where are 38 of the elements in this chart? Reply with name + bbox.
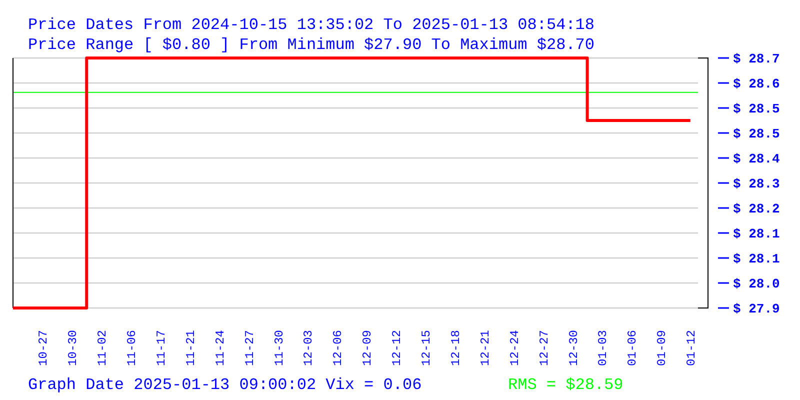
text: Graph Date 2025-01-13 09:00:02 Vix = 0.06 bbox=[28, 376, 422, 394]
chart-subtitle: Price Range [ $0.80 ] From Minimum $27.90 To Maximum $28.70 bbox=[28, 36, 594, 54]
x-tick-label: 11-17 bbox=[154, 330, 168, 366]
x-tick-label: 01-09 bbox=[655, 330, 670, 366]
y-tick-label: $ 28.2 bbox=[733, 202, 780, 217]
y-tick-label: $ 28.4 bbox=[733, 152, 780, 167]
x-tick-label: 12-24 bbox=[508, 330, 522, 366]
x-tick-label: 10-30 bbox=[66, 330, 80, 366]
x-tick-label: 12-21 bbox=[478, 330, 492, 366]
x-tick-label: 01-06 bbox=[626, 330, 640, 366]
x-tick-label: 12-18 bbox=[448, 330, 463, 366]
x-tick-label: 01-12 bbox=[684, 330, 699, 366]
x-tick-label: 01-03 bbox=[596, 330, 610, 366]
x-tick-label: 12-06 bbox=[331, 330, 346, 366]
y-tick-label: $ 28.6 bbox=[733, 76, 780, 92]
x-tick-label: 11-21 bbox=[184, 330, 198, 366]
x-tick-label: 11-24 bbox=[213, 330, 228, 366]
x-tick-label: 11-30 bbox=[272, 330, 286, 366]
y-tick-label: $ 28.3 bbox=[733, 176, 780, 192]
x-tick-label: 12-12 bbox=[390, 330, 404, 366]
x-tick-label: 12-09 bbox=[360, 330, 375, 366]
x-tick-label: 12-03 bbox=[302, 330, 316, 366]
x-tick-label: 12-27 bbox=[537, 330, 552, 366]
y-tick-label: $ 27.9 bbox=[733, 302, 780, 317]
chart-title: Price Dates From 2024-10-15 13:35:02 To 2025-01-13 08:54:18 bbox=[28, 16, 594, 34]
x-tick-label: 12-15 bbox=[420, 330, 434, 366]
y-tick-label: $ 28.5 bbox=[733, 126, 780, 142]
x-tick-label: 10-27 bbox=[36, 330, 51, 366]
x-tick-label: 12-30 bbox=[566, 330, 581, 366]
y-tick-label: $ 28.1 bbox=[733, 226, 780, 242]
y-tick-label: $ 28.7 bbox=[733, 52, 780, 67]
y-tick-label: $ 28.1 bbox=[733, 252, 780, 267]
y-tick-label: $ 28.5 bbox=[733, 102, 780, 117]
x-tick-label: 11-06 bbox=[125, 330, 139, 366]
y-tick-label: $ 28.0 bbox=[733, 276, 780, 292]
x-tick-label: 11-27 bbox=[242, 330, 257, 366]
ref-line-label: RMS = $28.59 bbox=[508, 376, 624, 394]
x-tick-label: 11-02 bbox=[96, 330, 110, 366]
